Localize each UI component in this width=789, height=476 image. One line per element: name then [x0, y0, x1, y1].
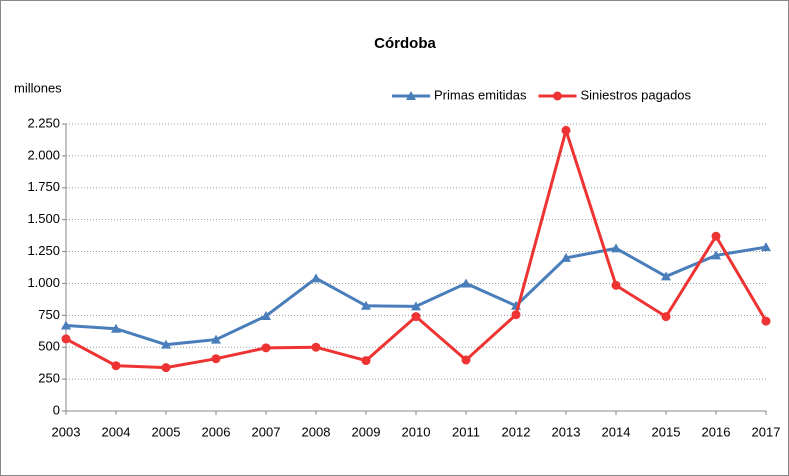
- x-tick-label: 2003: [52, 424, 81, 439]
- x-tick-label: 2011: [452, 424, 480, 439]
- x-tick-label: 2004: [102, 424, 131, 439]
- y-tick-label: 1.500: [27, 211, 60, 226]
- marker: [261, 343, 271, 353]
- marker: [111, 361, 121, 371]
- x-tick-label: 2017: [752, 424, 781, 439]
- x-tick-label: 2012: [502, 424, 531, 439]
- x-tick-label: 2008: [302, 424, 331, 439]
- marker: [61, 334, 71, 344]
- y-tick-label: 1.250: [27, 243, 60, 258]
- marker: [411, 301, 421, 311]
- x-tick-label: 2016: [702, 424, 731, 439]
- x-tick-label: 2009: [352, 424, 381, 439]
- marker: [211, 354, 221, 364]
- y-tick-label: 1.750: [27, 179, 60, 194]
- x-tick-label: 2005: [152, 424, 181, 439]
- y-tick-label: 2.250: [27, 115, 60, 130]
- marker: [361, 356, 371, 366]
- marker: [661, 312, 671, 322]
- marker: [711, 231, 721, 241]
- y-tick-label: 750: [38, 307, 60, 322]
- marker: [461, 278, 471, 288]
- y-tick-label: 1.000: [27, 275, 60, 290]
- marker: [361, 300, 371, 310]
- marker: [561, 125, 571, 135]
- marker: [161, 339, 171, 349]
- chart-title: Córdoba: [374, 35, 436, 52]
- marker: [161, 363, 171, 373]
- marker: [111, 323, 121, 333]
- y-tick-label: 2.000: [27, 147, 60, 162]
- legend-label: Primas emitidas: [434, 87, 527, 102]
- x-tick-label: 2014: [602, 424, 631, 439]
- marker: [561, 252, 571, 262]
- marker: [711, 250, 721, 260]
- marker: [211, 334, 221, 344]
- marker: [552, 91, 562, 101]
- marker: [761, 242, 771, 252]
- y-tick-label: 250: [38, 371, 60, 386]
- marker: [461, 355, 471, 365]
- y-tick-label: 0: [53, 402, 60, 417]
- marker: [311, 273, 321, 283]
- marker: [761, 316, 771, 326]
- y-tick-label: 500: [38, 339, 60, 354]
- marker: [611, 243, 621, 253]
- marker: [411, 312, 421, 322]
- marker: [61, 320, 71, 330]
- x-tick-label: 2013: [552, 424, 581, 439]
- x-tick-label: 2006: [202, 424, 231, 439]
- x-tick-label: 2010: [402, 424, 431, 439]
- x-tick-label: 2015: [652, 424, 681, 439]
- marker: [261, 310, 271, 320]
- marker: [406, 91, 416, 100]
- marker: [311, 342, 321, 352]
- x-tick-label: 2007: [252, 424, 281, 439]
- y-axis-label: millones: [14, 80, 62, 95]
- marker: [611, 280, 621, 290]
- legend-label: Siniestros pagados: [580, 87, 691, 102]
- marker: [511, 310, 521, 320]
- marker: [661, 271, 671, 281]
